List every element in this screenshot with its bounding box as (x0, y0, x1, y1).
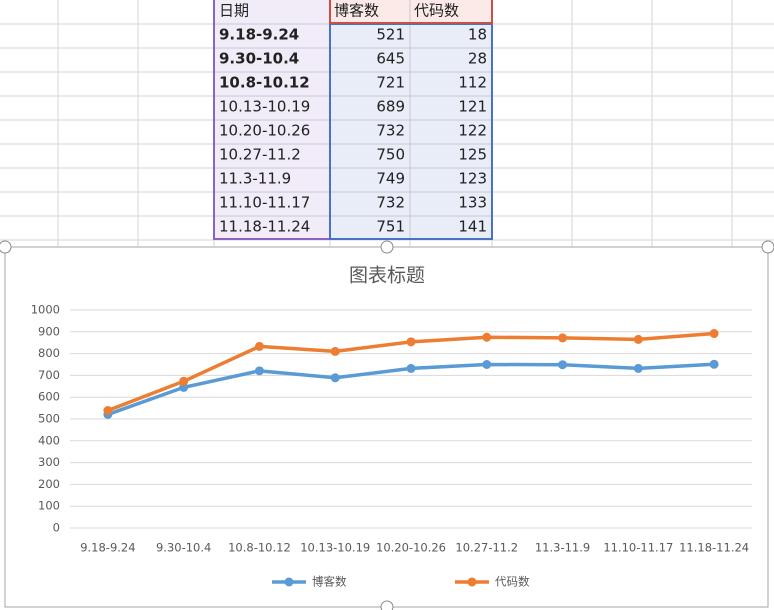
value-cell: 751 (376, 218, 405, 236)
header-cell: 代码数 (414, 2, 459, 20)
legend-label: 博客数 (312, 575, 347, 589)
date-cell: 9.18-9.24 (219, 26, 299, 44)
point (482, 332, 492, 342)
point (330, 346, 340, 356)
y-tick-label: 500 (38, 412, 60, 426)
x-tick-label: 10.20-10.26 (376, 541, 446, 555)
header-fill (330, 0, 492, 23)
table-body: 9.18-9.24 521 18 9.30-10.4 645 28 10.8-10.12 72… (219, 26, 487, 236)
value-cell: 18 (468, 26, 487, 44)
value-cell: 121 (458, 98, 487, 116)
point (330, 373, 340, 383)
value-cell: 122 (458, 122, 487, 140)
x-tick-label: 9.18-9.24 (80, 541, 135, 555)
header-cell: 博客数 (334, 2, 379, 20)
value-cell: 133 (458, 194, 487, 212)
point (406, 337, 416, 347)
point (709, 359, 719, 369)
y-tick-label: 100 (38, 499, 60, 513)
value-cell: 732 (376, 194, 405, 212)
date-cell: 9.30-10.4 (219, 50, 299, 68)
value-cell: 645 (376, 50, 405, 68)
point (558, 333, 568, 343)
y-tick-label: 900 (38, 324, 60, 338)
value-cell: 28 (468, 50, 487, 68)
x-tick-label: 10.8-10.12 (228, 541, 291, 555)
handle[interactable] (380, 600, 394, 610)
point (558, 360, 568, 370)
point (406, 363, 416, 373)
data-fill (330, 24, 492, 240)
value-cell: 521 (376, 26, 405, 44)
y-tick-label: 700 (38, 368, 60, 382)
date-cell: 11.10-11.17 (219, 194, 310, 212)
value-cell: 721 (376, 74, 405, 92)
point (254, 366, 264, 376)
date-cell: 11.18-11.24 (219, 218, 310, 236)
y-tick-label: 300 (38, 455, 60, 469)
value-cell: 749 (376, 170, 405, 188)
x-tick-label: 11.3-11.9 (535, 541, 590, 555)
point (103, 405, 113, 415)
handle[interactable] (761, 240, 774, 254)
y-tick-label: 600 (38, 390, 60, 404)
header-selection (329, 0, 493, 24)
point (482, 360, 492, 369)
legend-label: 代码数 (495, 575, 530, 589)
y-tick-label: 800 (38, 346, 60, 360)
handle[interactable] (0, 240, 12, 254)
x-tick-label: 10.27-11.2 (455, 541, 518, 555)
y-tick-label: 200 (38, 477, 60, 491)
date-cell: 11.3-11.9 (219, 170, 291, 188)
date-cell: 10.8-10.12 (219, 74, 310, 92)
point (709, 329, 719, 339)
value-cell: 689 (376, 98, 405, 116)
value-cell: 125 (458, 146, 487, 164)
x-tick-label: 11.18-11.24 (679, 541, 749, 555)
chart-title: 图表标题 (349, 265, 425, 287)
legend-marker (467, 577, 477, 587)
value-cell: 732 (376, 122, 405, 140)
y-tick-label: 400 (38, 433, 60, 447)
y-tick-label: 0 (53, 521, 60, 535)
point (254, 341, 264, 351)
plot: 0 100 200 300 400 500 600 700 800 900 1000 9.18-9.2… (31, 303, 752, 589)
value-cell: 141 (458, 218, 487, 236)
value-cell: 123 (458, 170, 487, 188)
date-cell: 10.13-10.19 (219, 98, 310, 116)
x-tick-label: 11.10-11.17 (603, 541, 673, 555)
point (179, 376, 189, 386)
x-tick-label: 9.30-10.4 (156, 541, 211, 555)
x-tick-label: 10.13-10.19 (300, 541, 370, 555)
value-cell: 750 (376, 146, 405, 164)
handle[interactable] (380, 240, 394, 254)
chart-area[interactable] (4, 246, 769, 608)
value-cell: 112 (458, 74, 487, 92)
y-tick-label: 1000 (31, 303, 60, 317)
point (633, 334, 643, 344)
date-cell: 10.27-11.2 (219, 146, 301, 164)
table-grid (214, 0, 492, 240)
date-cell: 10.20-10.26 (219, 122, 310, 140)
point (633, 363, 643, 373)
chart-handles (0, 240, 774, 610)
legend-marker (284, 577, 294, 587)
header-cell: 日期 (219, 2, 249, 20)
